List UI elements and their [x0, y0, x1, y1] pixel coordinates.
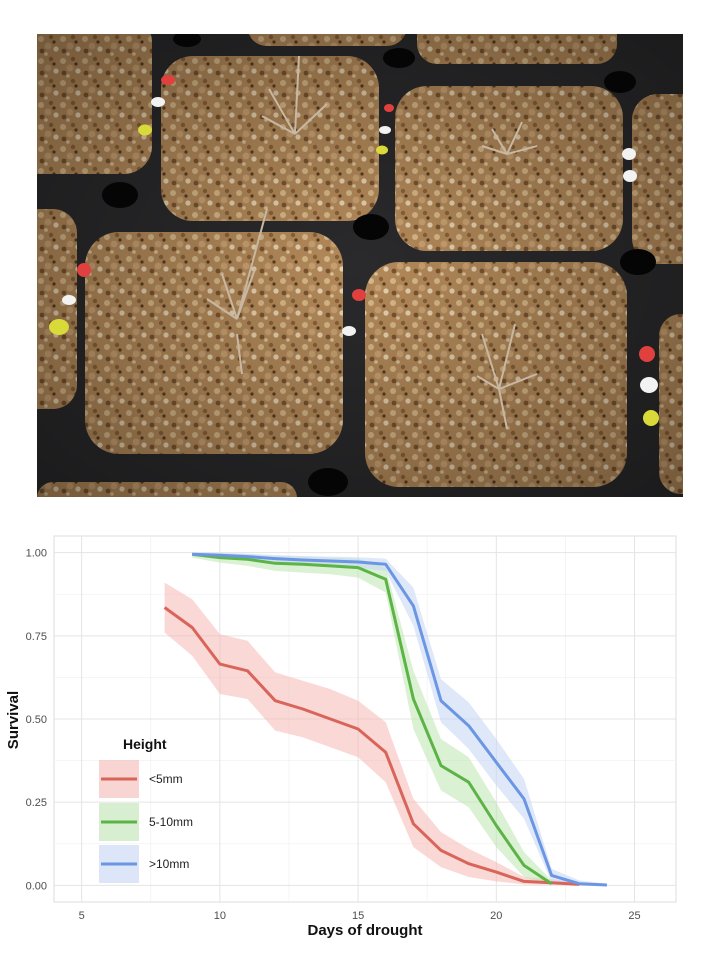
y-tick-label: 0.25: [26, 797, 47, 809]
survival-chart: 5 10 15 20 25 0.00 0.25 0.50 0.75 1.00 Days of d…: [5, 535, 677, 939]
x-tick-label: 5: [79, 910, 85, 922]
y-tick-label: 0.75: [26, 631, 47, 643]
x-axis-label: Days of drought: [308, 922, 423, 939]
confidence-band: [164, 582, 580, 886]
survival-lines: [163, 552, 607, 887]
confidence-bands: [164, 552, 607, 886]
legend-label: <5mm: [149, 772, 183, 786]
x-tick-label: 20: [490, 910, 502, 922]
legend: Height <5mm 5-10mm >10mm: [99, 736, 193, 883]
x-tick-label: 15: [352, 910, 364, 922]
seedling-tray-photo: [37, 34, 683, 497]
legend-label: >10mm: [149, 857, 189, 871]
legend-entry: <5mm: [99, 760, 183, 798]
y-tick-label: 0.50: [26, 714, 47, 726]
x-axis-ticks: 5 10 15 20 25: [79, 910, 641, 922]
x-tick-label: 25: [628, 910, 640, 922]
y-axis-label: Survival: [5, 691, 22, 749]
y-axis-ticks: 0.00 0.25 0.50 0.75 1.00: [26, 548, 47, 893]
x-tick-label: 10: [214, 910, 226, 922]
confidence-band: [192, 552, 552, 886]
series-line: [192, 552, 607, 887]
drainage-holes: [102, 34, 656, 496]
legend-entry: 5-10mm: [99, 803, 193, 841]
color-markers: [49, 75, 659, 426]
series-line: [192, 552, 553, 885]
legend-label: 5-10mm: [149, 815, 193, 829]
y-tick-label: 0.00: [26, 880, 47, 892]
series-line: [163, 606, 580, 886]
legend-entry: >10mm: [99, 845, 189, 883]
dry-seedlings: [206, 55, 538, 430]
legend-title: Height: [123, 736, 167, 752]
y-tick-label: 1.00: [26, 548, 47, 560]
